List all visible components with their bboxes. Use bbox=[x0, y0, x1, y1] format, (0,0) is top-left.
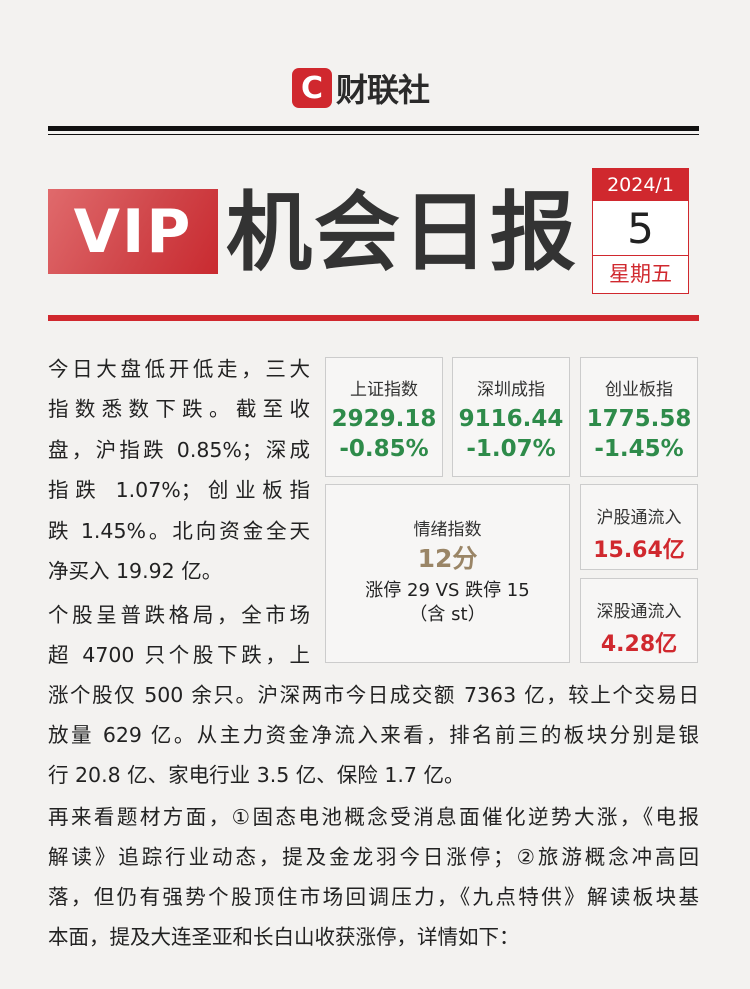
date-card: 2024/1 5 星期五 bbox=[592, 168, 689, 294]
divider bbox=[48, 134, 699, 135]
date-year-month: 2024/1 bbox=[593, 169, 688, 201]
flow-name: 深股通流入 bbox=[596, 602, 682, 622]
index-value: 2929.18 bbox=[331, 406, 437, 432]
index-change: -1.07% bbox=[466, 436, 556, 462]
paragraph-line: 本面，提及大连圣亚和长白山收获涨停，详情如下： bbox=[48, 925, 520, 949]
sentiment-card: 情绪指数 12分 涨停 29 VS 跌停 15 （含 st） bbox=[325, 484, 570, 663]
paragraph-line: 盘，沪指跌 0.85%；深成 bbox=[48, 438, 310, 462]
paragraph-line: 再来看题材方面，①固态电池概念受消息面催化逆势大涨，《电报 bbox=[48, 805, 699, 829]
index-value: 1775.58 bbox=[586, 406, 692, 432]
cls-logo: C 财联社 bbox=[292, 65, 430, 111]
paragraph-line: 行 20.8 亿、家电行业 3.5 亿、保险 1.7 亿。 bbox=[48, 763, 465, 787]
paragraph-line: 指跌 1.07%；创业板指 bbox=[48, 478, 310, 502]
flow-card-shanghai: 沪股通流入 15.64亿 bbox=[580, 484, 698, 570]
paragraph-line: 落，但仍有强势个股顶住市场回调压力，《九点特供》解读板块基 bbox=[48, 885, 699, 909]
sentiment-score: 12分 bbox=[417, 544, 478, 573]
index-card-shanghai: 上证指数 2929.18 -0.85% bbox=[325, 357, 443, 477]
logo-text: 财联社 bbox=[336, 71, 430, 109]
paragraph-line: 解读》追踪行业动态，提及金龙羽今日涨停；②旅游概念冲高回 bbox=[48, 845, 699, 869]
flow-value: 4.28亿 bbox=[600, 632, 678, 657]
index-name: 创业板指 bbox=[605, 380, 673, 400]
index-change: -0.85% bbox=[339, 436, 429, 462]
divider bbox=[48, 126, 699, 131]
index-name: 上证指数 bbox=[350, 380, 418, 400]
date-weekday: 星期五 bbox=[609, 262, 672, 286]
paragraph-line: 今日大盘低开低走，三大 bbox=[48, 357, 310, 381]
divider-red bbox=[48, 315, 699, 321]
index-value: 9116.44 bbox=[458, 406, 564, 432]
paragraph-line: 净买入 19.92 亿。 bbox=[48, 559, 223, 583]
limit-up-down: 涨停 29 VS 跌停 15 bbox=[365, 580, 530, 601]
page-title: 机会日报 bbox=[226, 183, 578, 283]
paragraph-line: 指数悉数下跌。截至收 bbox=[48, 397, 310, 421]
paragraph-line: 跌 1.45%。北向资金全天 bbox=[48, 519, 310, 543]
paragraph-line: 个股呈普跌格局，全市场 bbox=[48, 603, 310, 627]
index-card-chinext: 创业板指 1775.58 -1.45% bbox=[580, 357, 698, 477]
date-day: 5 bbox=[593, 201, 688, 256]
paragraph-line: 涨个股仅 500 余只。沪深两市今日成交额 7363 亿，较上个交易日 bbox=[48, 683, 699, 707]
flow-name: 沪股通流入 bbox=[596, 508, 682, 528]
logo-mark: C bbox=[292, 68, 332, 108]
index-change: -1.45% bbox=[594, 436, 684, 462]
index-card-shenzhen: 深圳成指 9116.44 -1.07% bbox=[452, 357, 570, 477]
flow-card-shenzhen: 深股通流入 4.28亿 bbox=[580, 578, 698, 663]
sentiment-note: （含 st） bbox=[409, 604, 486, 625]
flow-value: 15.64亿 bbox=[593, 538, 685, 563]
paragraph-line: 超 4700 只个股下跌，上 bbox=[48, 643, 310, 667]
index-name: 深圳成指 bbox=[477, 380, 545, 400]
paragraph-line: 放量 629 亿。从主力资金净流入来看，排名前三的板块分别是银 bbox=[48, 723, 699, 747]
vip-badge: VIP bbox=[48, 189, 218, 274]
sentiment-label: 情绪指数 bbox=[413, 520, 482, 540]
